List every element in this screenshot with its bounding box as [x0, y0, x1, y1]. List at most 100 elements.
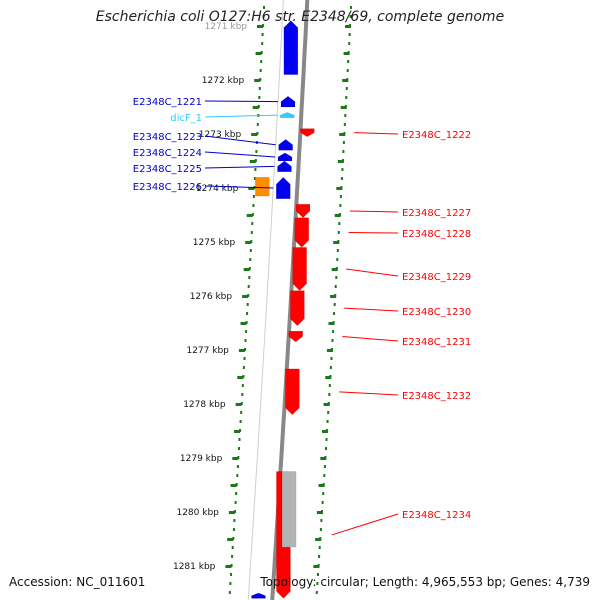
tick-dot-inner: [254, 168, 257, 171]
tick-dot-outer: [321, 501, 324, 504]
tick-dot-inner: [252, 195, 255, 198]
tick-major-inner: [257, 25, 263, 28]
tick-major-outer: [322, 430, 328, 433]
tick-major-outer: [345, 25, 351, 28]
tick-major-inner: [235, 403, 242, 406]
tick-dot-outer: [323, 465, 326, 468]
tick-dot-outer: [342, 150, 345, 153]
gene-label: E2348C_1226: [133, 182, 202, 193]
tick-dot-outer: [336, 258, 339, 261]
tick-dot-inner: [261, 33, 264, 36]
tick-dot-inner: [235, 483, 238, 486]
tick-dot-outer: [329, 366, 332, 369]
topology-text: Topology: circular; Length: 4,965,553 bp…: [260, 575, 590, 589]
tick-dot-inner: [248, 276, 251, 279]
tick-dot-outer: [342, 141, 345, 144]
tick-major-outer: [334, 214, 341, 217]
tick-major-outer: [342, 79, 349, 82]
tick-dot-inner: [243, 357, 246, 360]
tick-dot-inner: [260, 51, 263, 54]
tick-dot-inner: [232, 537, 235, 540]
gene-label: dicF_1: [170, 113, 202, 124]
tick-major-outer: [320, 457, 327, 460]
tick-dot-inner: [245, 321, 248, 324]
gene-label: E2348C_1222: [402, 130, 471, 141]
tick-dot-inner: [229, 582, 232, 585]
tick-major-inner: [228, 511, 235, 514]
tick-dot-outer: [318, 555, 321, 558]
tick-label: 1275 kbp: [193, 238, 236, 248]
gene-label: E2348C_1221: [133, 97, 202, 108]
tick-major-inner: [251, 133, 258, 136]
tick-major-outer: [318, 484, 325, 487]
tick-dot-outer: [325, 447, 327, 450]
tick-major-outer: [315, 538, 322, 541]
gene-label: E2348C_1234: [402, 510, 471, 521]
tick-dot-inner: [262, 24, 265, 27]
tick-major-inner: [245, 241, 252, 244]
tick-major-inner: [242, 295, 249, 298]
tick-dot-inner: [228, 591, 231, 594]
leader-line: [346, 268, 399, 277]
tick-major-inner: [254, 79, 261, 82]
tick-dot-outer: [318, 546, 321, 549]
tick-label: 1279 kbp: [180, 454, 223, 464]
tick-major-outer: [343, 52, 350, 55]
tick-dot-inner: [247, 294, 250, 297]
gene-label: E2348C_1223: [133, 132, 202, 143]
tick-major-inner: [232, 457, 239, 460]
tick-label: 1278 kbp: [183, 400, 226, 410]
tick-dot-inner: [251, 213, 254, 216]
tick-major-inner: [227, 538, 234, 541]
tick-label: 1274 kbp: [196, 184, 239, 194]
tick-dot-inner: [249, 258, 252, 261]
tick-dot-inner: [241, 393, 244, 396]
gene-label: E2348C_1228: [402, 229, 471, 240]
tick-dot-outer: [328, 393, 331, 396]
tick-dot-outer: [334, 285, 337, 288]
tick-dot-outer: [315, 591, 318, 594]
label-layer: E2348C_1221 dicF_1 E2348C_1223 E2348C_1224 E…: [133, 97, 471, 536]
tick-dot-outer: [328, 384, 331, 387]
tick-dot-inner: [256, 123, 259, 126]
leader-line: [204, 185, 274, 189]
gene-label: E2348C_1227: [402, 208, 471, 219]
tick-dot-outer: [316, 582, 319, 585]
leader-line: [339, 391, 399, 396]
tick-dot-outer: [336, 249, 339, 252]
tick-dot-outer: [348, 33, 351, 36]
tick-dot-outer: [345, 87, 348, 90]
reverse-gene: [285, 368, 300, 416]
tick-dot-inner: [259, 69, 262, 72]
tick-dot-inner: [252, 204, 255, 207]
tick-dot-inner: [247, 285, 250, 288]
tick-dot-inner: [258, 87, 261, 90]
tick-major-inner: [246, 214, 253, 217]
tick-dot-inner: [237, 456, 240, 459]
tick-major-inner: [248, 187, 255, 190]
tick-dot-outer: [343, 123, 346, 126]
gene-label: E2348C_1229: [402, 272, 471, 283]
tick-dot-inner: [256, 132, 259, 135]
tick-dot-outer: [340, 177, 343, 180]
leader-line: [204, 165, 275, 169]
forward-gene: [277, 160, 292, 173]
tick-dot-inner: [238, 438, 241, 441]
tick-dot-outer: [325, 438, 328, 441]
tick-dot-inner: [238, 447, 240, 450]
tick-label: 1280 kbp: [176, 508, 219, 518]
leader-line: [204, 135, 276, 146]
tick-dot-inner: [241, 384, 244, 387]
leader-line: [204, 100, 279, 103]
tick-major-outer: [331, 268, 338, 271]
tick-major-inner: [225, 565, 232, 568]
tick-major-inner: [249, 160, 256, 163]
tick-major-outer: [336, 187, 343, 190]
tick-dot-inner: [230, 573, 232, 576]
tick-dot-outer: [345, 96, 348, 99]
tick-dot-inner: [231, 555, 234, 558]
tick-major-outer: [337, 160, 344, 163]
gene-label: E2348C_1225: [133, 164, 202, 175]
tick-major-inner: [255, 52, 262, 55]
tick-dot-inner: [234, 501, 237, 504]
